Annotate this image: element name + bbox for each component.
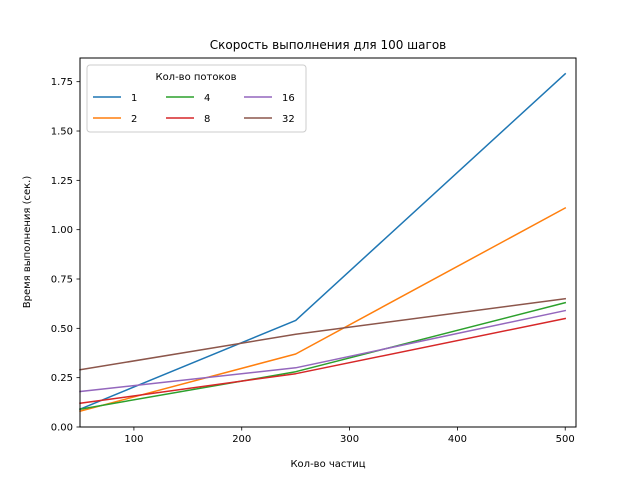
x-tick-label: 100: [124, 434, 143, 445]
series-line-1: [79, 206, 567, 413]
plot-frame: [79, 57, 577, 428]
legend: Кол-во потоков 1 2 4 8 16 32: [86, 64, 307, 133]
y-tick-label: 0.75: [51, 275, 73, 286]
x-tick-label: 500: [556, 434, 575, 445]
x-axis-label: Кол-во частиц: [290, 459, 365, 470]
legend-title: Кол-во потоков: [155, 72, 236, 83]
series-line-5: [79, 297, 567, 371]
y-tick-label: 1.50: [51, 127, 73, 138]
y-axis: 0.00 0.25 0.50 0.75 1.00 1.25 1.50 1.75: [51, 77, 80, 434]
series-line-3: [79, 317, 567, 405]
y-tick-label: 1.25: [51, 176, 73, 187]
y-tick-label: 0.25: [51, 373, 73, 384]
legend-label-5: 32: [282, 114, 295, 125]
legend-label-3: 8: [204, 114, 210, 125]
legend-box: [86, 64, 307, 133]
x-tick-label: 200: [232, 434, 251, 445]
y-axis-label: Время выполнения (сек.): [22, 176, 33, 309]
series-line-4: [79, 309, 567, 393]
x-axis: 100 200 300 400 500: [124, 427, 575, 445]
series-line-2: [79, 301, 567, 411]
legend-entries: 1 2 4 8 16 32: [93, 93, 295, 125]
legend-label-2: 4: [204, 93, 210, 104]
chart-title: Скорость выполнения для 100 шагов: [210, 38, 446, 52]
series-line-0: [79, 72, 567, 411]
series-layer: [79, 72, 567, 413]
x-tick-label: 400: [448, 434, 467, 445]
y-tick-label: 0.00: [51, 423, 73, 434]
legend-label-4: 16: [282, 93, 295, 104]
y-tick-label: 0.50: [51, 324, 73, 335]
legend-label-0: 1: [131, 93, 137, 104]
x-tick-label: 300: [340, 434, 359, 445]
y-tick-label: 1.00: [51, 225, 73, 236]
legend-label-1: 2: [131, 114, 137, 125]
y-tick-label: 1.75: [51, 77, 73, 88]
